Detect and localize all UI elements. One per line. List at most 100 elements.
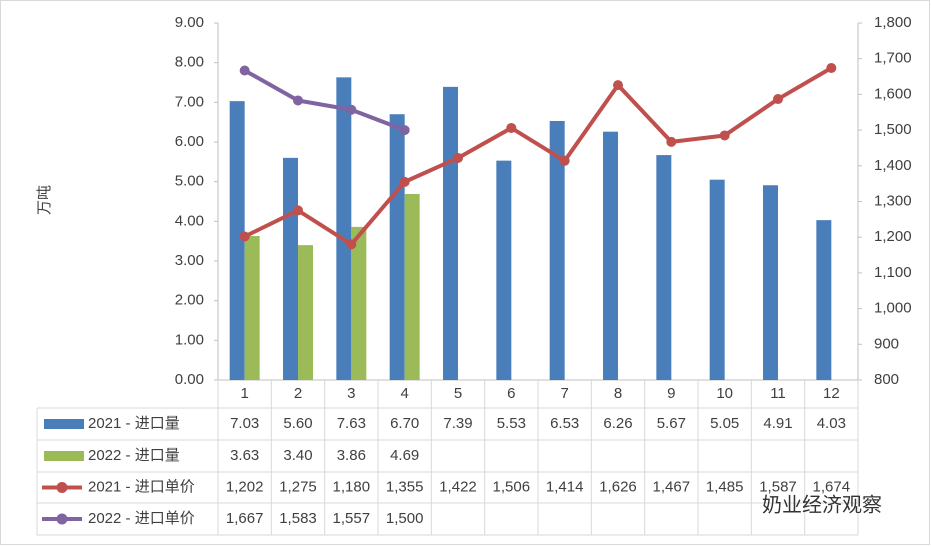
bar: [298, 245, 313, 380]
y2-tick-label: 1,800: [874, 14, 912, 31]
x-tick-label: 5: [454, 385, 462, 402]
legend-key: [56, 513, 68, 525]
bar: [709, 179, 725, 380]
watermark: 奶业经济观察: [762, 493, 882, 516]
table-cell: 1,202: [226, 478, 264, 495]
table-cell: 1,667: [226, 510, 264, 527]
table-cell: 1,180: [333, 478, 371, 495]
marker: [346, 239, 357, 250]
x-tick-label: 3: [347, 385, 355, 402]
y-tick-label: 9.00: [175, 14, 204, 31]
table-cell: 6.70: [390, 415, 419, 432]
marker: [773, 94, 783, 105]
table-cell: 1,506: [493, 478, 531, 495]
bar: [389, 114, 405, 380]
bar: [443, 86, 458, 380]
bar: [283, 157, 298, 380]
x-tick-label: 1: [240, 385, 248, 402]
table-cell: 1,674: [813, 478, 851, 495]
marker: [826, 62, 837, 73]
table-cell: 1,587: [759, 478, 797, 495]
table-cell: 1,414: [546, 478, 584, 495]
y-tick-label: 3.00: [175, 252, 204, 269]
legend-label: 2021 - 进口量: [88, 415, 180, 432]
table-cell: 6.53: [550, 415, 579, 432]
table-cell: 7.63: [337, 415, 366, 432]
marker: [399, 176, 410, 187]
table-cell: 1,557: [333, 510, 371, 527]
legend-label: 2022 - 进口量: [88, 447, 180, 464]
y-tick-label: 0.00: [175, 371, 204, 388]
x-tick-label: 9: [667, 385, 675, 402]
table-cell: 5.05: [710, 415, 739, 432]
y-tick-label: 6.00: [175, 133, 204, 150]
y-axis-label: 万吨: [36, 185, 53, 215]
table-cell: 1,485: [706, 478, 744, 495]
y2-tick-label: 1,300: [874, 192, 912, 209]
y2-tick-label: 1,400: [874, 157, 912, 174]
table-cell: 1,422: [439, 478, 477, 495]
bar: [404, 193, 420, 380]
table-cell: 3.86: [337, 447, 366, 464]
bar: [351, 226, 367, 380]
y2-tick-label: 1,100: [874, 264, 912, 281]
y2-tick-label: 900: [874, 335, 899, 352]
legend-label: 2021 - 进口单价: [88, 478, 195, 495]
y2-tick-label: 1,700: [874, 50, 912, 67]
x-tick-label: 12: [823, 385, 840, 402]
x-tick-label: 11: [770, 385, 786, 402]
table-cell: 5.67: [657, 415, 686, 432]
bar: [816, 220, 832, 380]
y-tick-label: 7.00: [175, 93, 204, 110]
y-tick-label: 8.00: [175, 54, 204, 71]
y2-tick-label: 1,500: [874, 121, 912, 138]
y2-tick-label: 1,600: [874, 85, 912, 102]
marker: [453, 152, 463, 163]
table-cell: 3.40: [283, 447, 312, 464]
y2-tick-label: 800: [874, 371, 899, 388]
marker: [719, 130, 730, 141]
marker: [239, 231, 250, 242]
bar: [603, 131, 618, 380]
marker: [293, 205, 303, 216]
bar: [549, 120, 565, 380]
marker: [346, 104, 357, 115]
legend-key: [44, 451, 84, 461]
table-cell: 1,467: [653, 478, 691, 495]
table-cell: 4.69: [390, 447, 419, 464]
y-tick-label: 1.00: [175, 331, 204, 348]
line: [243, 68, 406, 132]
table-cell: 1,275: [279, 478, 317, 495]
marker: [666, 136, 677, 147]
y-tick-label: 5.00: [175, 173, 204, 190]
bar: [496, 160, 512, 380]
table-cell: 1,626: [599, 478, 637, 495]
marker: [613, 80, 623, 91]
legend-key: [44, 419, 84, 429]
x-tick-label: 6: [507, 385, 515, 402]
table-cell: 7.39: [443, 415, 472, 432]
bar: [656, 155, 672, 380]
table-cell: 1,500: [386, 510, 424, 527]
marker: [559, 155, 570, 166]
legend-key: [56, 482, 68, 493]
y2-tick-label: 1,000: [874, 300, 912, 317]
y2-tick-label: 1,200: [874, 228, 912, 245]
table-cell: 4.03: [817, 415, 846, 432]
marker: [239, 65, 250, 76]
table-cell: 7.03: [230, 415, 259, 432]
table-cell: 3.63: [230, 447, 259, 464]
legend-label: 2022 - 进口单价: [88, 510, 195, 527]
x-tick-label: 10: [716, 385, 733, 402]
bar: [336, 77, 352, 381]
x-tick-label: 7: [560, 385, 568, 402]
y-tick-label: 2.00: [175, 292, 204, 309]
table-cell: 5.60: [283, 415, 312, 432]
marker: [399, 125, 410, 136]
marker: [506, 122, 517, 133]
line: [243, 66, 833, 247]
table-cell: 1,355: [386, 478, 424, 495]
table-cell: 5.53: [497, 415, 526, 432]
bar: [229, 101, 245, 380]
